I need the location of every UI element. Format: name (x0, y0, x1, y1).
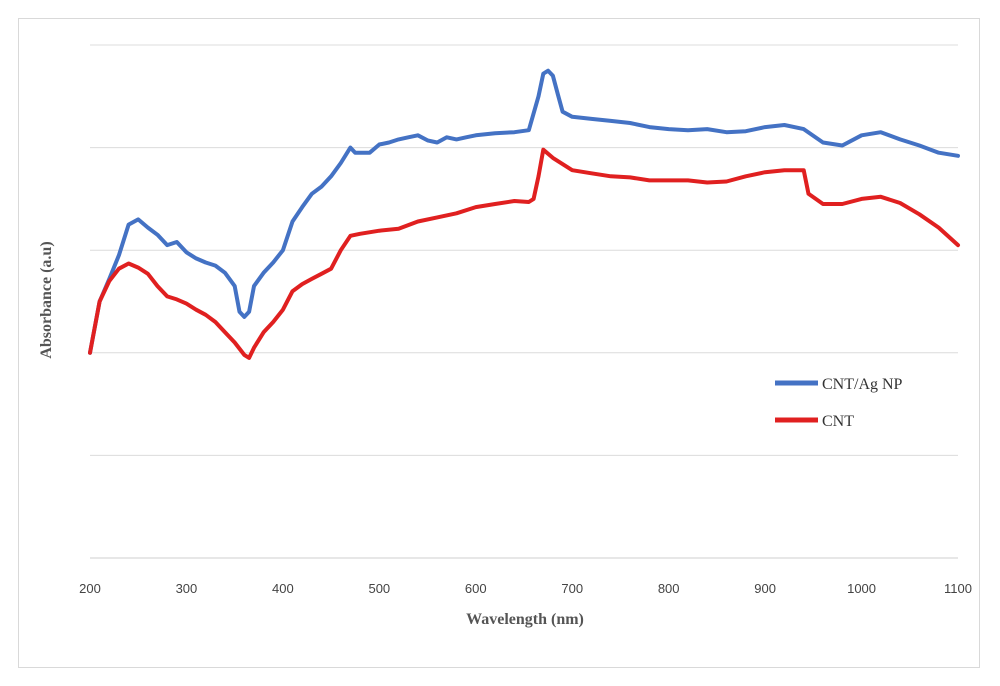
x-tick-label: 400 (272, 581, 294, 596)
x-tick-label: 200 (79, 581, 101, 596)
x-tick-label: 800 (658, 581, 680, 596)
y-axis-title: Absorbance (a.u) (38, 241, 55, 358)
legend-label-cnt: CNT (822, 413, 854, 430)
series-layer (88, 68, 960, 360)
x-tick-label: 300 (176, 581, 198, 596)
legend-label-cnt-ag-np: CNT/Ag NP (822, 376, 903, 393)
x-tick-label: 900 (754, 581, 776, 596)
grid-layer (90, 44, 958, 559)
series-line-cnt-ag-np (88, 68, 960, 355)
x-tick-label: 1000 (847, 581, 876, 596)
chart-frame (18, 18, 980, 668)
x-tick-label: 1100 (944, 581, 972, 596)
legend: CNT/Ag NP CNT (775, 376, 903, 430)
series-line-cnt (88, 147, 960, 360)
x-tick-label: 500 (368, 581, 390, 596)
x-axis-title: Wavelength (nm) (466, 611, 584, 628)
x-tick-labels: 200 300 400 500 600 700 800 900 1000 1100 (79, 581, 972, 596)
x-tick-label: 700 (561, 581, 583, 596)
x-tick-label: 600 (465, 581, 487, 596)
